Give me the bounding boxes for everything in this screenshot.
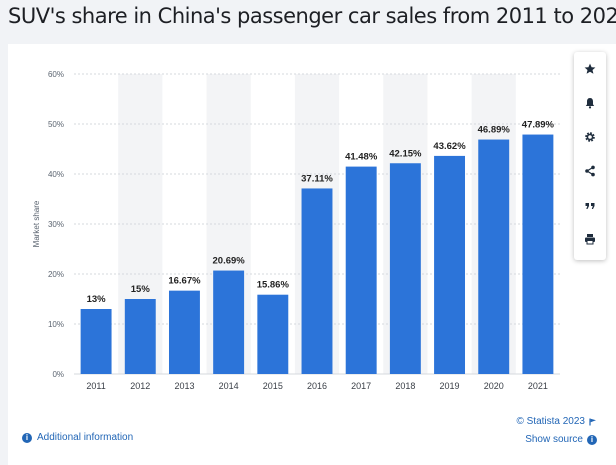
- bar: [434, 155, 466, 374]
- x-tick-label: 2015: [263, 381, 283, 391]
- chart-title: SUV's share in China's passenger car sal…: [8, 4, 616, 28]
- flag-icon: [589, 418, 596, 425]
- x-tick-label: 2012: [130, 381, 150, 391]
- y-tick-label: 50%: [48, 120, 64, 129]
- y-axis-label: Market share: [32, 200, 41, 247]
- data-label: 37.11%: [301, 173, 333, 184]
- x-tick-label: 2013: [174, 381, 194, 391]
- y-tick-label: 20%: [48, 270, 64, 279]
- additional-information-link[interactable]: i Additional information: [22, 432, 133, 443]
- copyright-link[interactable]: © Statista 2023: [516, 416, 597, 427]
- data-label: 46.89%: [478, 125, 511, 136]
- bar: [80, 309, 112, 374]
- bar: [301, 188, 333, 374]
- data-label: 41.48%: [345, 152, 378, 163]
- data-label: 13%: [87, 294, 107, 305]
- data-label: 20.69%: [213, 256, 246, 267]
- gear-icon: [585, 132, 595, 142]
- show-source-link[interactable]: Show source i: [525, 434, 597, 445]
- y-tick-label: 60%: [48, 70, 64, 79]
- x-tick-label: 2017: [351, 381, 371, 391]
- show-source-label: Show source: [525, 434, 583, 445]
- bell-icon: [585, 98, 595, 109]
- bar-chart: 0% 10% 20% 30% 40% 50% 60% Market share 13% 2011 1…: [32, 70, 560, 391]
- print-icon: [585, 234, 595, 245]
- info-icon: i: [22, 432, 32, 443]
- notification-button[interactable]: [574, 90, 606, 116]
- quote-icon: [585, 203, 595, 209]
- chart-toolbar: [574, 52, 606, 260]
- y-tick-label: 10%: [48, 320, 64, 329]
- data-label: 42.15%: [389, 148, 422, 159]
- bar: [345, 166, 377, 374]
- favorite-button[interactable]: [574, 56, 606, 82]
- cite-button[interactable]: [574, 192, 606, 218]
- y-tick-label: 30%: [48, 220, 64, 229]
- settings-button[interactable]: [574, 124, 606, 150]
- x-tick-label: 2021: [528, 381, 548, 391]
- x-tick-label: 2018: [395, 381, 415, 391]
- bar: [257, 294, 289, 374]
- bar: [522, 134, 554, 374]
- data-label: 15.86%: [257, 280, 290, 291]
- data-label: 15%: [131, 284, 151, 295]
- data-label: 47.89%: [522, 120, 555, 131]
- x-tick-label: 2011: [86, 381, 105, 391]
- bar: [124, 299, 156, 374]
- bar: [389, 163, 421, 374]
- additional-information-label: Additional information: [37, 432, 134, 443]
- data-label: 16.67%: [168, 276, 201, 287]
- bar: [478, 139, 510, 374]
- bar: [213, 270, 245, 374]
- bar: [168, 290, 200, 374]
- star-icon: [584, 63, 596, 74]
- share-button[interactable]: [574, 158, 606, 184]
- y-tick-label: 40%: [48, 170, 64, 179]
- x-tick-label: 2019: [440, 381, 460, 391]
- source-info-icon: i: [587, 434, 597, 445]
- x-tick-label: 2020: [484, 381, 504, 391]
- data-label: 43.62%: [433, 141, 466, 152]
- y-tick-label: 0%: [52, 370, 64, 379]
- x-tick-label: 2016: [307, 381, 327, 391]
- print-button[interactable]: [574, 226, 606, 252]
- chart-card: 0% 10% 20% 30% 40% 50% 60% Market share 13% 2011 1…: [8, 44, 616, 465]
- copyright-label: © Statista 2023: [516, 416, 585, 427]
- x-tick-label: 2014: [219, 381, 239, 391]
- share-icon: [585, 165, 595, 177]
